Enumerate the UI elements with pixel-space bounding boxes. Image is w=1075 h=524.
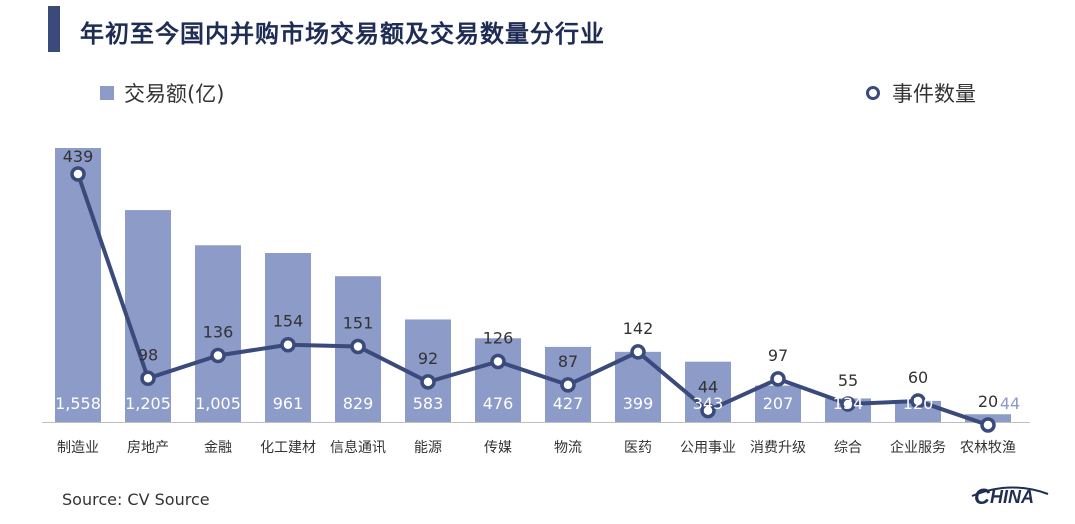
category-label-化工建材: 化工建材 <box>260 440 316 456</box>
count-point-化工建材 <box>280 336 296 353</box>
legend-label-amount: 交易额(亿) <box>124 82 225 106</box>
category-label-金融: 金融 <box>204 440 232 456</box>
amount-label-制造业: 1,558 <box>55 394 101 413</box>
amount-label-传媒: 476 <box>483 394 514 413</box>
count-point-消费升级 <box>770 371 786 387</box>
legend-item-amount: 交易额(亿) <box>100 78 224 108</box>
legend-item-count: 事件数量 <box>866 78 976 108</box>
category-label-消费升级: 消费升级 <box>750 440 806 456</box>
amount-label-物流: 427 <box>553 394 584 413</box>
amount-label-信息通讯: 829 <box>343 394 374 413</box>
amount-label-医药: 399 <box>623 394 654 413</box>
count-label-农林牧渔: 20 <box>978 392 998 411</box>
amount-label-房地产: 1,205 <box>125 394 171 413</box>
count-label-化工建材: 154 <box>273 312 304 331</box>
bar-金融 <box>195 245 241 422</box>
chart-title: 年初至今国内并购市场交易额及交易数量分行业 <box>80 19 605 48</box>
category-label-传媒: 传媒 <box>484 440 512 456</box>
svg-text:C: C <box>974 484 991 509</box>
category-label-医药: 医药 <box>624 440 652 456</box>
count-series-line <box>76 173 989 427</box>
count-point-信息通讯 <box>350 338 366 355</box>
amount-label-消费升级: 207 <box>763 394 794 413</box>
category-label-企业服务: 企业服务 <box>890 439 946 456</box>
bar-传媒 <box>475 338 521 422</box>
bar-能源 <box>405 319 451 422</box>
category-label-公用事业: 公用事业 <box>680 440 736 456</box>
count-point-能源 <box>420 374 436 390</box>
category-label-农林牧渔: 农林牧渔 <box>960 440 1016 456</box>
category-label-能源: 能源 <box>414 440 442 456</box>
category-label-制造业: 制造业 <box>57 440 99 456</box>
category-label-物流: 物流 <box>554 440 582 456</box>
count-label-金融: 136 <box>203 323 234 342</box>
count-point-金融 <box>210 347 226 364</box>
count-label-企业服务: 60 <box>908 368 928 387</box>
china-logo-icon: C HINA <box>971 484 1049 509</box>
legend-label-count: 事件数量 <box>892 82 976 106</box>
logo-text: HINA <box>990 487 1034 507</box>
count-label-物流: 87 <box>558 352 578 371</box>
bar-制造业 <box>55 148 101 422</box>
count-point-公用事业 <box>700 402 716 419</box>
category-label-信息通讯: 信息通讯 <box>330 439 386 456</box>
amount-label-能源: 583 <box>413 394 444 413</box>
amount-label-公用事业: 343 <box>693 394 724 413</box>
count-point-农林牧渔 <box>980 417 996 433</box>
count-point-房地产 <box>140 370 156 387</box>
bar-房地产 <box>125 210 171 422</box>
title-accent-bar <box>48 6 60 52</box>
legend-bar-swatch-icon <box>100 86 114 100</box>
count-label-综合: 55 <box>838 371 858 390</box>
category-label-综合: 综合 <box>834 440 862 456</box>
amount-label-农林牧渔: 44 <box>1000 394 1020 413</box>
amount-label-企业服务: 120 <box>903 394 934 413</box>
count-label-传媒: 126 <box>483 329 514 348</box>
amount-label-化工建材: 961 <box>273 394 304 413</box>
amount-label-金融: 1,005 <box>195 394 241 413</box>
category-label-房地产: 房地产 <box>127 440 169 456</box>
count-label-消费升级: 97 <box>768 346 788 365</box>
count-label-房地产: 98 <box>138 345 158 364</box>
count-label-信息通讯: 151 <box>343 314 374 333</box>
count-label-制造业: 439 <box>63 147 94 166</box>
count-point-综合 <box>840 396 856 412</box>
count-point-医药 <box>630 344 646 360</box>
count-point-制造业 <box>70 166 86 182</box>
count-label-公用事业: 44 <box>698 378 718 397</box>
bar-消费升级 <box>755 385 801 422</box>
legend-circle-marker-icon <box>866 86 880 100</box>
count-label-能源: 92 <box>418 349 438 368</box>
amount-label-综合: 134 <box>833 394 864 413</box>
count-label-医药: 142 <box>623 319 654 338</box>
count-point-企业服务 <box>910 393 926 409</box>
source-note: Source: CV Source <box>62 490 210 509</box>
count-point-传媒 <box>490 353 506 370</box>
count-point-物流 <box>560 377 576 393</box>
